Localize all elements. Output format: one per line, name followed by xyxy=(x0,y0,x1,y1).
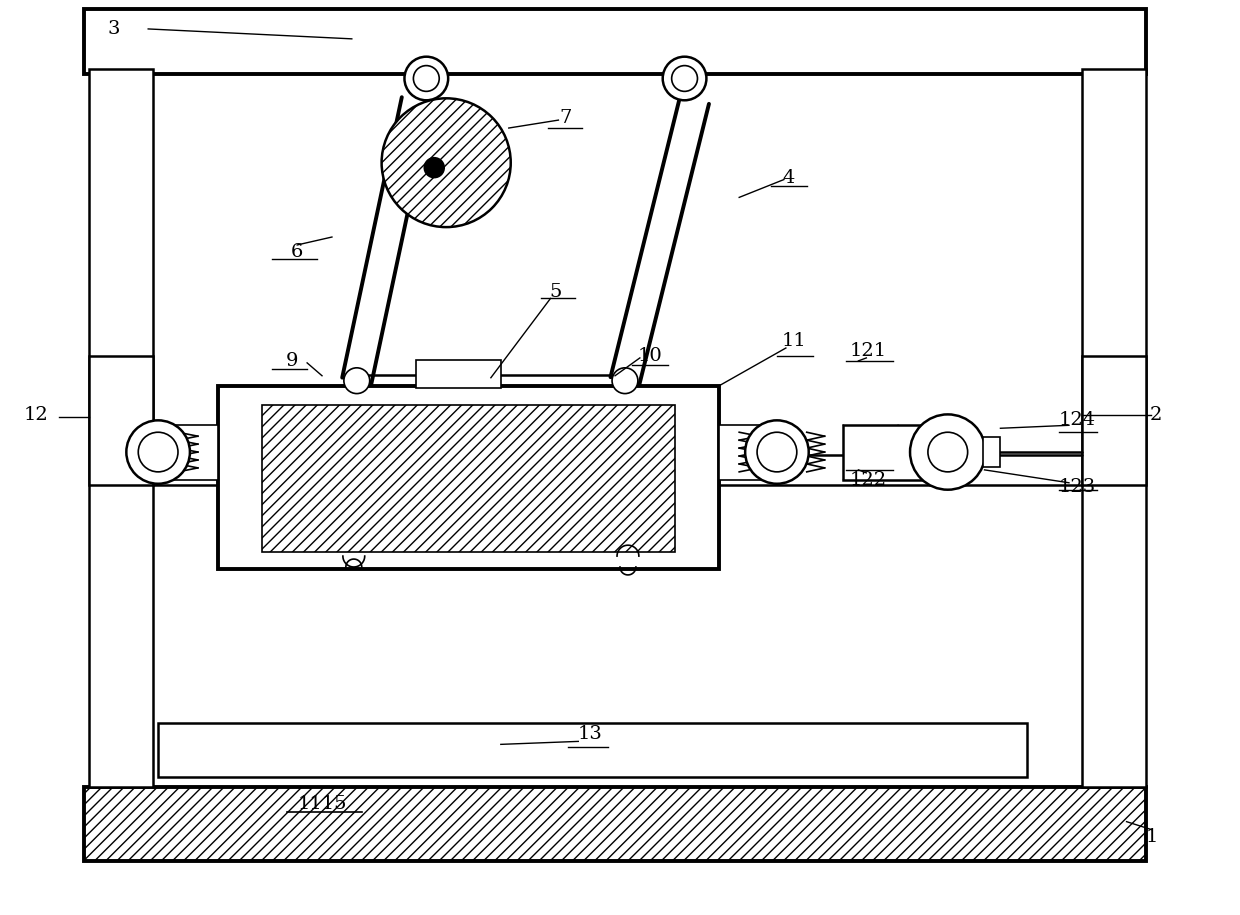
Text: 123: 123 xyxy=(1058,478,1095,496)
Circle shape xyxy=(910,414,986,490)
Circle shape xyxy=(672,66,697,92)
Bar xyxy=(159,723,1027,777)
Circle shape xyxy=(382,98,511,227)
Text: 11: 11 xyxy=(781,332,806,350)
Circle shape xyxy=(126,420,190,484)
Bar xyxy=(218,385,719,569)
Text: 5: 5 xyxy=(549,283,562,300)
Bar xyxy=(88,69,154,787)
Bar xyxy=(88,356,154,485)
Bar xyxy=(263,405,675,552)
Text: 12: 12 xyxy=(24,406,48,425)
Bar xyxy=(1081,69,1147,787)
Text: 9: 9 xyxy=(286,352,299,370)
Circle shape xyxy=(343,368,370,393)
Circle shape xyxy=(413,66,439,92)
Text: 124: 124 xyxy=(1059,412,1095,429)
Circle shape xyxy=(928,432,967,472)
Text: 1115: 1115 xyxy=(298,795,347,813)
Bar xyxy=(154,425,218,479)
Text: 6: 6 xyxy=(291,242,304,261)
Bar xyxy=(1081,356,1147,485)
Bar xyxy=(719,425,784,479)
Circle shape xyxy=(758,432,797,472)
Text: 2: 2 xyxy=(1151,406,1163,425)
Bar xyxy=(83,9,1147,73)
Bar xyxy=(83,787,1147,861)
Circle shape xyxy=(138,432,179,472)
Circle shape xyxy=(613,368,637,393)
Bar xyxy=(843,425,923,479)
Circle shape xyxy=(662,57,707,101)
Text: 7: 7 xyxy=(559,109,572,127)
Text: 4: 4 xyxy=(782,168,795,187)
Bar xyxy=(417,360,501,388)
Text: 13: 13 xyxy=(578,726,603,744)
Circle shape xyxy=(745,420,808,484)
Text: 1: 1 xyxy=(1146,827,1158,845)
Bar xyxy=(982,437,1001,467)
Text: 3: 3 xyxy=(107,20,120,38)
Text: 121: 121 xyxy=(849,342,887,360)
Circle shape xyxy=(424,157,444,178)
Text: 10: 10 xyxy=(637,347,662,365)
Text: 122: 122 xyxy=(849,471,887,489)
Circle shape xyxy=(404,57,448,101)
